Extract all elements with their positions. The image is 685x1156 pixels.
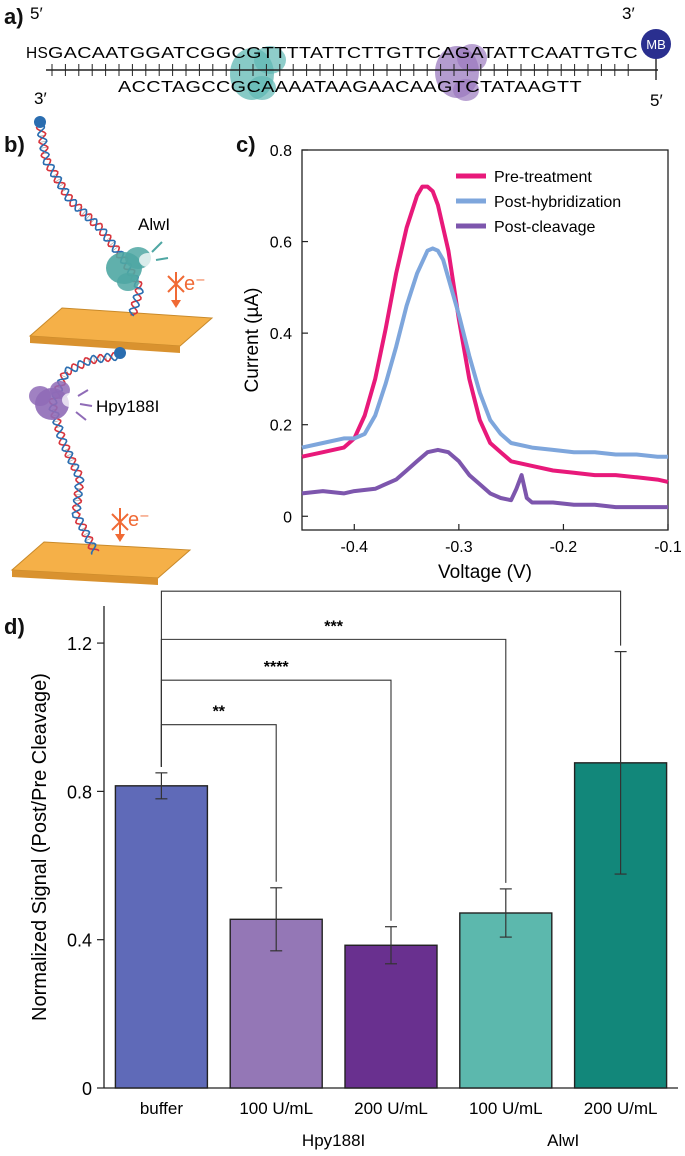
legend-entry: Post-cleavage [494,219,595,236]
x-tick-label: -0.4 [340,539,368,556]
y-tick-label: 1.2 [67,634,92,654]
helix-rung [85,537,93,542]
top-3prime-label: 3′ [622,4,635,23]
bottom-strand-sequence: ACCTAGCCGCAAAATAAGAACAAGTCTATAAGTT [118,79,582,96]
top-reporter-bead [34,116,46,128]
panel-d-category-labels: buffer 100 U/mL 200 U/mL 100 U/mL 200 U/mL Hp… [140,1099,658,1150]
helix-rung [73,499,82,502]
series-line-pre-treatment [301,184,669,484]
helix-rung [99,354,102,363]
panel-d-significance-brackets: *********n.s. [160,590,622,921]
helix-rung [39,140,47,143]
legend-entry: Post-hybridization [494,194,621,211]
helix-rung [85,213,92,221]
group-label: Hpy188I [302,1131,365,1150]
panel-c-x-axis-label: Voltage (V) [438,562,532,583]
panel-a-sequence-diagram: 5′ 3′ HS GACAATGGATCGGCGTTTTATTCTTGTTCAG… [26,4,671,110]
panel-b-schematic: AlwI e⁻ Hpy188I e⁻ [10,116,214,585]
mb-label: MB [646,37,666,52]
helix-rung [68,458,76,463]
helix-rung [54,177,62,183]
significance-label: *** [324,618,343,635]
base-pair-ticks [51,64,629,76]
bar-3 [459,912,553,1089]
series-line-post-cleavage [301,447,668,510]
helix-rung [82,531,90,536]
top-strand-sequence: GACAATGGATCGGCGTTTTATTCTTGTTCAGATATTCAAT… [48,45,638,62]
panel-c-legend: Pre-treatment Post-hybridization Post-clea… [456,169,621,236]
panel-d-label: d) [4,614,25,639]
x-tick-label: -0.2 [550,539,578,556]
panel-c-frame [301,149,669,531]
significance-label: **** [264,659,290,676]
bottom-electron-arrow [111,508,129,542]
x-tick-label: -0.3 [445,539,473,556]
significance-bracket [160,638,507,883]
bottom-3prime-label: 3′ [34,89,47,108]
panel-d-bars [114,651,668,1089]
bottom-electrode [10,541,192,585]
helix-rung [112,246,119,252]
panel-c-series-lines [301,184,669,510]
y-tick-label: 0.4 [67,931,92,951]
y-tick-label: 0 [82,1079,92,1099]
bottom-reporter-bead [114,347,126,359]
alwi-site-blob [230,46,286,100]
category-label: 100 U/mL [239,1099,313,1118]
methylene-blue-reporter: MB [641,29,671,59]
helix-rung [65,453,73,457]
top-electrode [28,307,214,353]
hpy188i-label: Hpy188I [96,397,159,416]
panel-c-voltammogram: 0 0.2 0.4 0.6 0.8 -0.4 -0.3 -0.2 -0.1 Pre-treatm… [242,143,682,583]
panel-b-label: b) [4,132,25,157]
helix-rung [74,493,83,496]
helix-rung [108,241,116,247]
helix-rung [52,419,61,423]
panel-a-label: a) [4,4,24,29]
y-tick-label: 0.8 [67,782,92,802]
significance-bracket [160,590,622,767]
series-line-post-hybridization [301,246,668,459]
alwi-enzyme [106,241,169,291]
panel-c-y-axis-label: Current (µA) [242,288,263,393]
category-label: buffer [140,1099,184,1118]
thiol-prefix: HS [26,45,48,62]
group-label: AlwI [547,1131,579,1150]
helix-rung [40,146,48,149]
hpy188i-site-blob [435,44,487,101]
panel-c-axes: 0 0.2 0.4 0.6 0.8 -0.4 -0.3 -0.2 -0.1 [270,143,682,556]
significance-label: ** [213,704,226,721]
top-electron-arrow [167,272,185,308]
y-tick-label: 0.4 [270,326,292,343]
bar-0 [114,785,209,1089]
helix-strand-red [48,351,119,552]
category-label: 200 U/mL [584,1099,658,1118]
helix-rung [60,374,68,379]
x-tick-label: -0.1 [654,539,682,556]
y-tick-label: 0.8 [270,143,292,160]
helix-strand-blue [48,352,119,555]
top-electron-label: e⁻ [184,273,206,295]
bottom-5prime-label: 5′ [650,91,663,110]
helix-rung [93,355,96,364]
panel-c-label: c) [236,132,256,157]
y-tick-label: 0.2 [270,418,292,435]
panel-d-y-axis-label: Normalized Signal (Post/Pre Cleavage) [29,673,51,1021]
helix-rung [57,183,65,188]
category-label: 200 U/mL [354,1099,428,1118]
category-label: 100 U/mL [469,1099,543,1118]
bottom-electron-label: e⁻ [128,509,150,531]
top-5prime-label: 5′ [30,4,43,23]
bar-2 [344,944,438,1089]
legend-entry: Pre-treatment [494,169,592,186]
helix-rung [80,209,87,216]
y-tick-label: 0 [283,509,292,526]
hpy188i-enzyme [29,381,93,421]
y-tick-label: 0.6 [270,235,292,252]
alwi-label: AlwI [138,215,170,234]
